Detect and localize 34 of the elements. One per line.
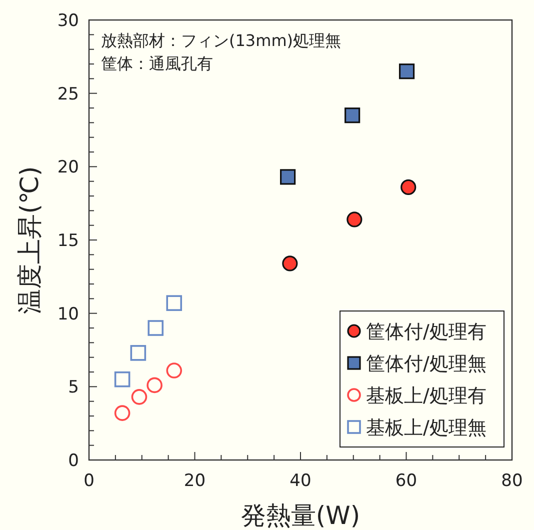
y-tick-label: 5 [68, 378, 79, 398]
legend-label: 筐体付/処理有 [366, 321, 486, 343]
annotation: 筐体：通風孔有 [101, 54, 213, 73]
point [114, 405, 130, 421]
point [148, 320, 164, 336]
point [282, 256, 298, 272]
y-tick-label: 30 [57, 11, 79, 31]
x-axis-title: 発熱量(W) [240, 501, 360, 530]
x-tick-label: 0 [84, 471, 94, 491]
y-tick-label: 25 [57, 84, 79, 104]
point [398, 64, 415, 80]
point [114, 371, 130, 388]
legend-label: 筐体付/処理無 [366, 353, 486, 375]
point [166, 362, 182, 378]
x-tick-label: 20 [184, 471, 206, 491]
annotation: 放熱部材：フィン(13mm)処理無 [101, 31, 342, 50]
point [130, 345, 146, 361]
legend-label: 基板上/処理有 [366, 385, 486, 407]
point [146, 377, 162, 394]
y-tick-label: 0 [68, 451, 79, 471]
x-tick-label: 40 [290, 471, 312, 491]
point [344, 108, 360, 124]
y-axis-title: 温度上昇(℃) [15, 166, 44, 314]
point [346, 212, 362, 228]
legend-label: 基板上/処理無 [366, 417, 486, 439]
point [280, 169, 296, 185]
y-tick-label: 15 [57, 231, 79, 251]
y-tick-label: 10 [57, 304, 79, 324]
point [166, 295, 182, 311]
point [400, 179, 416, 195]
x-tick-label: 80 [501, 471, 523, 491]
y-tick-label: 20 [57, 158, 79, 178]
x-tick-label: 60 [395, 471, 418, 491]
point [131, 389, 148, 405]
